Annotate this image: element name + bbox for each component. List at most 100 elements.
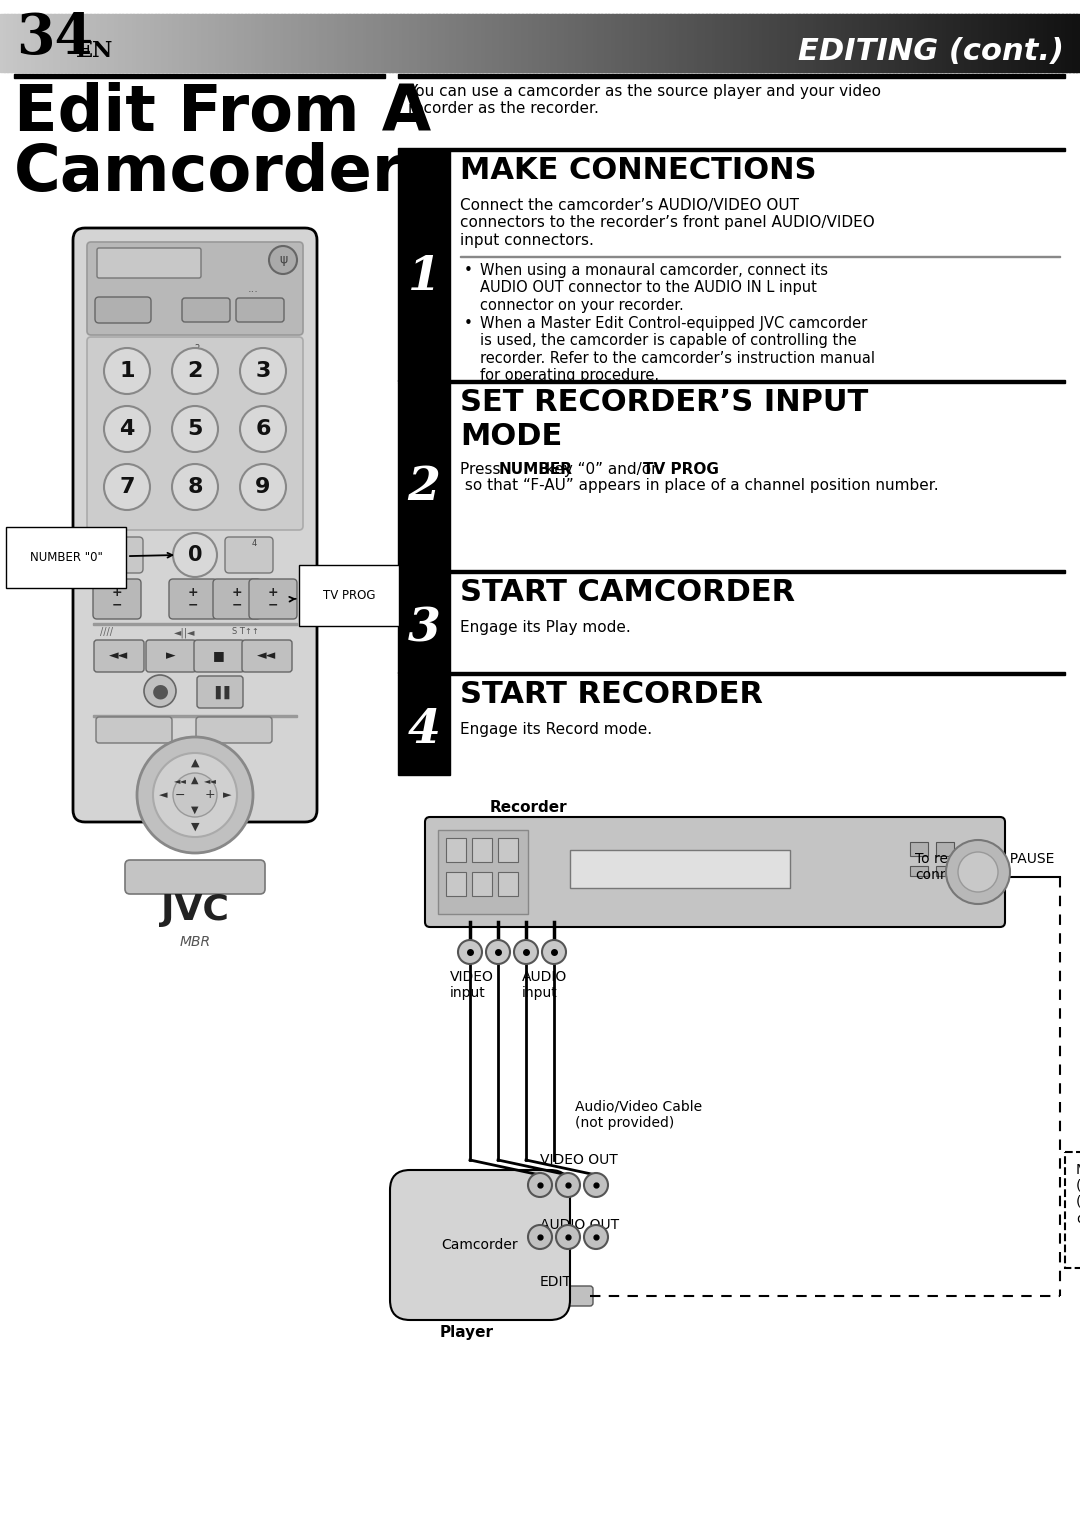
Bar — [666, 14, 671, 72]
Bar — [569, 14, 573, 72]
Text: −: − — [111, 598, 122, 612]
Bar — [997, 14, 1002, 72]
Bar — [450, 14, 455, 72]
Bar — [702, 14, 706, 72]
Bar — [498, 838, 518, 862]
Bar — [788, 14, 793, 72]
Text: MODE: MODE — [460, 423, 563, 452]
Bar — [407, 14, 411, 72]
Bar — [202, 14, 206, 72]
Text: 5: 5 — [187, 420, 203, 439]
Bar — [1023, 14, 1027, 72]
FancyBboxPatch shape — [390, 1170, 570, 1320]
Bar — [813, 14, 819, 72]
Bar — [904, 14, 908, 72]
Bar — [457, 14, 462, 72]
Bar — [684, 14, 689, 72]
Bar — [691, 14, 696, 72]
Bar — [929, 14, 933, 72]
Circle shape — [958, 852, 998, 893]
Bar — [224, 14, 228, 72]
Bar — [656, 14, 660, 72]
Bar — [435, 14, 441, 72]
Bar — [724, 14, 728, 72]
Bar — [446, 871, 465, 896]
Bar — [119, 14, 123, 72]
Text: +: + — [188, 586, 199, 600]
Bar — [515, 14, 519, 72]
Bar — [889, 14, 894, 72]
Text: NUMBER "0": NUMBER "0" — [30, 551, 172, 565]
Bar — [3, 14, 9, 72]
Bar — [137, 14, 141, 72]
Bar — [284, 14, 289, 72]
Bar — [983, 14, 987, 72]
FancyBboxPatch shape — [146, 639, 195, 671]
Bar — [842, 14, 847, 72]
Bar — [400, 14, 404, 72]
Circle shape — [172, 464, 218, 510]
Bar — [194, 14, 199, 72]
Bar — [154, 14, 160, 72]
Text: 4: 4 — [252, 539, 257, 548]
Bar — [238, 14, 242, 72]
Bar — [498, 871, 518, 896]
Text: ▐▐: ▐▐ — [211, 685, 230, 699]
FancyBboxPatch shape — [168, 578, 217, 620]
Bar — [399, 380, 1065, 383]
Text: Mini-Plug Cable
(not provided)
(JVC camcorder
only): Mini-Plug Cable (not provided) (JVC camc… — [1076, 1163, 1080, 1225]
Text: ···: ··· — [247, 287, 258, 298]
Bar — [57, 14, 63, 72]
Circle shape — [153, 752, 237, 836]
Bar — [1018, 14, 1024, 72]
Bar — [165, 14, 171, 72]
Text: 4: 4 — [119, 420, 135, 439]
Text: START RECORDER: START RECORDER — [460, 681, 762, 710]
Bar — [14, 14, 19, 72]
Bar — [486, 14, 490, 72]
Bar — [213, 14, 217, 72]
Bar — [551, 14, 555, 72]
Text: JVC: JVC — [161, 893, 229, 926]
Bar — [191, 14, 195, 72]
Bar — [508, 14, 512, 72]
Bar — [972, 14, 976, 72]
Bar — [184, 14, 188, 72]
Bar — [327, 14, 333, 72]
FancyBboxPatch shape — [237, 298, 284, 322]
Text: Player: Player — [440, 1325, 494, 1340]
Bar — [346, 14, 350, 72]
Bar — [72, 14, 77, 72]
Bar — [807, 14, 811, 72]
Text: ▼: ▼ — [191, 823, 199, 832]
Circle shape — [514, 940, 538, 964]
Text: +: + — [268, 586, 279, 600]
Circle shape — [172, 406, 218, 452]
Bar — [302, 14, 307, 72]
Bar — [554, 14, 559, 72]
Bar — [605, 14, 609, 72]
Bar — [386, 14, 390, 72]
Bar — [591, 14, 595, 72]
Bar — [234, 14, 239, 72]
Bar — [543, 14, 549, 72]
Bar — [133, 14, 138, 72]
Bar — [454, 14, 458, 72]
Bar — [824, 14, 829, 72]
Bar — [227, 14, 231, 72]
Circle shape — [528, 1225, 552, 1248]
Bar — [399, 674, 450, 775]
FancyBboxPatch shape — [87, 337, 303, 530]
FancyBboxPatch shape — [96, 717, 172, 743]
Bar — [572, 14, 577, 72]
Bar — [100, 14, 106, 72]
Text: ·: · — [125, 423, 129, 430]
Bar — [11, 14, 15, 72]
Text: When a Master Edit Control-equipped JVC camcorder
is used, the camcorder is capa: When a Master Edit Control-equipped JVC … — [480, 316, 875, 383]
Bar — [774, 14, 779, 72]
Bar — [882, 14, 887, 72]
Bar — [79, 14, 84, 72]
Bar — [850, 14, 854, 72]
Bar — [472, 871, 492, 896]
Bar — [710, 14, 714, 72]
